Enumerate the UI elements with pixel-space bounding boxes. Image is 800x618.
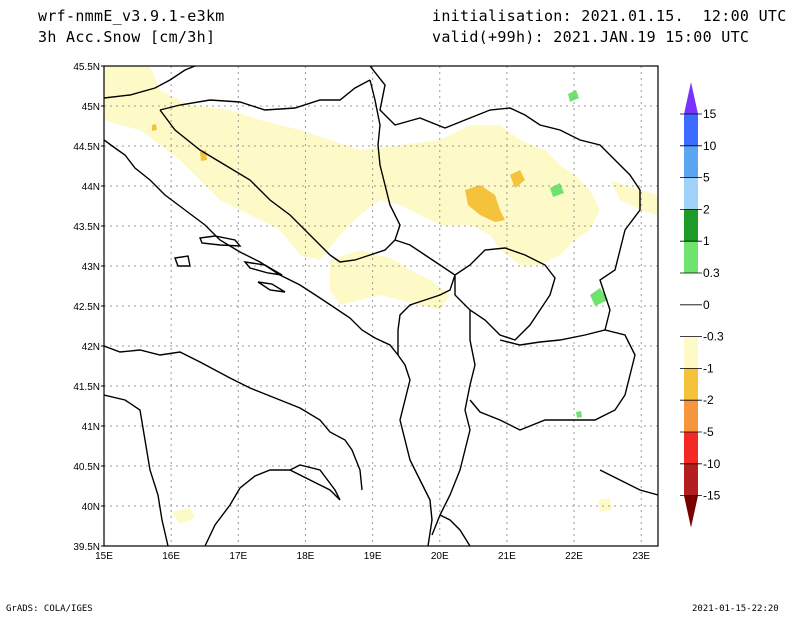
lat-tick-label: 40.5N [73,462,100,473]
model-title: wrf-nmmE_v3.9.1-e3km [38,7,225,25]
snow-area-east [610,180,658,215]
italy-adriatic-coast [104,345,363,491]
croatia-bosnia-border [159,79,371,111]
croatia-coast [104,139,399,356]
colorbar-label: -2 [703,393,714,407]
adriatic-island-3 [257,281,286,293]
colorbar-swatch [684,463,698,497]
colorbar-swatch [684,177,698,210]
colorbar-swatch [684,400,698,433]
lat-tick-label: 44N [82,182,100,193]
green-area-small [576,411,582,418]
colorbar-swatch [684,209,698,242]
colorbar-label: 0.3 [703,266,720,280]
snow-core-east [465,185,505,222]
colorbar-label: -15 [703,489,721,503]
lon-tick-label: 19E [364,551,382,562]
lat-tick-label: 42N [82,342,100,353]
north-macedonia-border [469,329,636,431]
kosovo-border [454,247,556,341]
slovenia-croatia-border [104,66,196,99]
bosnia-north-border [159,109,331,256]
valid-time: valid(+99h): 2021.JAN.19 15:00 UTC [432,28,750,46]
snow-area-coast [330,250,450,310]
lat-tick-label: 41N [82,422,100,433]
colorbar-swatch [684,336,698,369]
field-title: 3h Acc.Snow [cm/3h] [38,28,216,46]
lat-tick-label: 41.5N [73,382,100,393]
snow-patch-south [598,498,612,512]
colorbar-label: 10 [703,139,717,153]
colorbar-swatch [684,304,698,338]
colorbar-label: -1 [703,361,714,375]
snow-area-southwest [172,508,195,524]
colorbar-label: 5 [703,171,710,185]
colorbar-label: 15 [703,107,717,121]
colorbar-swatch [684,368,698,401]
colorbar: 15 10 5 2 1 0.3 0 -0.3 -1 -2 -5 -10 -15 [680,82,724,528]
lat-tick-label: 45N [82,102,100,113]
colorbar-label: 0 [703,298,710,312]
snow-spot-2 [152,124,157,131]
bosnia-serbia-border [329,79,401,263]
lon-tick-label: 17E [229,551,247,562]
colorbar-top-arrow [684,82,698,114]
colorbar-label: -0.3 [703,330,724,344]
footer-right: 2021-01-15-22:20 [692,604,779,614]
lon-tick-label: 15E [95,551,113,562]
colorbar-label: -10 [703,457,721,471]
lon-tick-label: 22E [565,551,583,562]
albania-coast [397,354,433,546]
lon-tick-label: 20E [431,551,449,562]
bulgaria-border [599,209,641,331]
snow-area-northwest [104,66,600,265]
lon-tick-label: 23E [632,551,650,562]
colorbar-swatch [684,241,698,274]
gulf-of-taranto-east [289,464,341,501]
adriatic-island-2 [243,261,283,276]
lon-tick-label: 16E [162,551,180,562]
colorbar-label: 2 [703,202,710,216]
colorbar-swatch [684,145,698,179]
albania-north-macedonia-border [431,310,476,536]
colorbar-bottom-arrow [684,495,698,528]
adriatic-island-1 [199,235,242,247]
latitude-labels: 45.5N 45N 44.5N 44N 43.5N 43N 42.5N 42N 41.5N 41N… [73,62,104,553]
lon-tick-label: 21E [498,551,516,562]
snow-core-east-2 [510,170,525,188]
longitude-labels: 15E 16E 17E 18E 19E 20E 21E 22E 23E [95,551,650,562]
green-area-north [568,90,579,102]
lat-tick-label: 45.5N [73,62,100,73]
lat-tick-label: 43N [82,262,100,273]
greece-aegean [599,469,658,496]
greece-coast [439,514,471,546]
lon-tick-label: 18E [297,551,315,562]
footer-left: GrADS: COLA/IGES [6,604,93,614]
lat-tick-label: 44.5N [73,142,100,153]
coastlines-and-borders [104,66,658,546]
montenegro-border [394,239,456,355]
lat-tick-label: 42.5N [73,302,100,313]
colorbar-swatch [684,114,698,147]
adriatic-island-4 [174,255,191,267]
snow-fields [104,66,658,524]
colorbar-label: -5 [703,425,714,439]
green-area-southeast [590,288,608,306]
italy-ionian-coast [204,469,341,546]
init-time: initialisation: 2021.01.15. 12:00 UTC [432,7,787,25]
serbia-north-border [369,66,641,210]
lat-tick-label: 43.5N [73,222,100,233]
colorbar-swatch [684,432,698,465]
colorbar-swatch [684,273,698,306]
colorbar-label: 1 [703,234,710,248]
lat-tick-label: 39.5N [73,542,100,553]
lat-tick-label: 40N [82,502,100,513]
gulf-of-taranto [104,394,169,546]
